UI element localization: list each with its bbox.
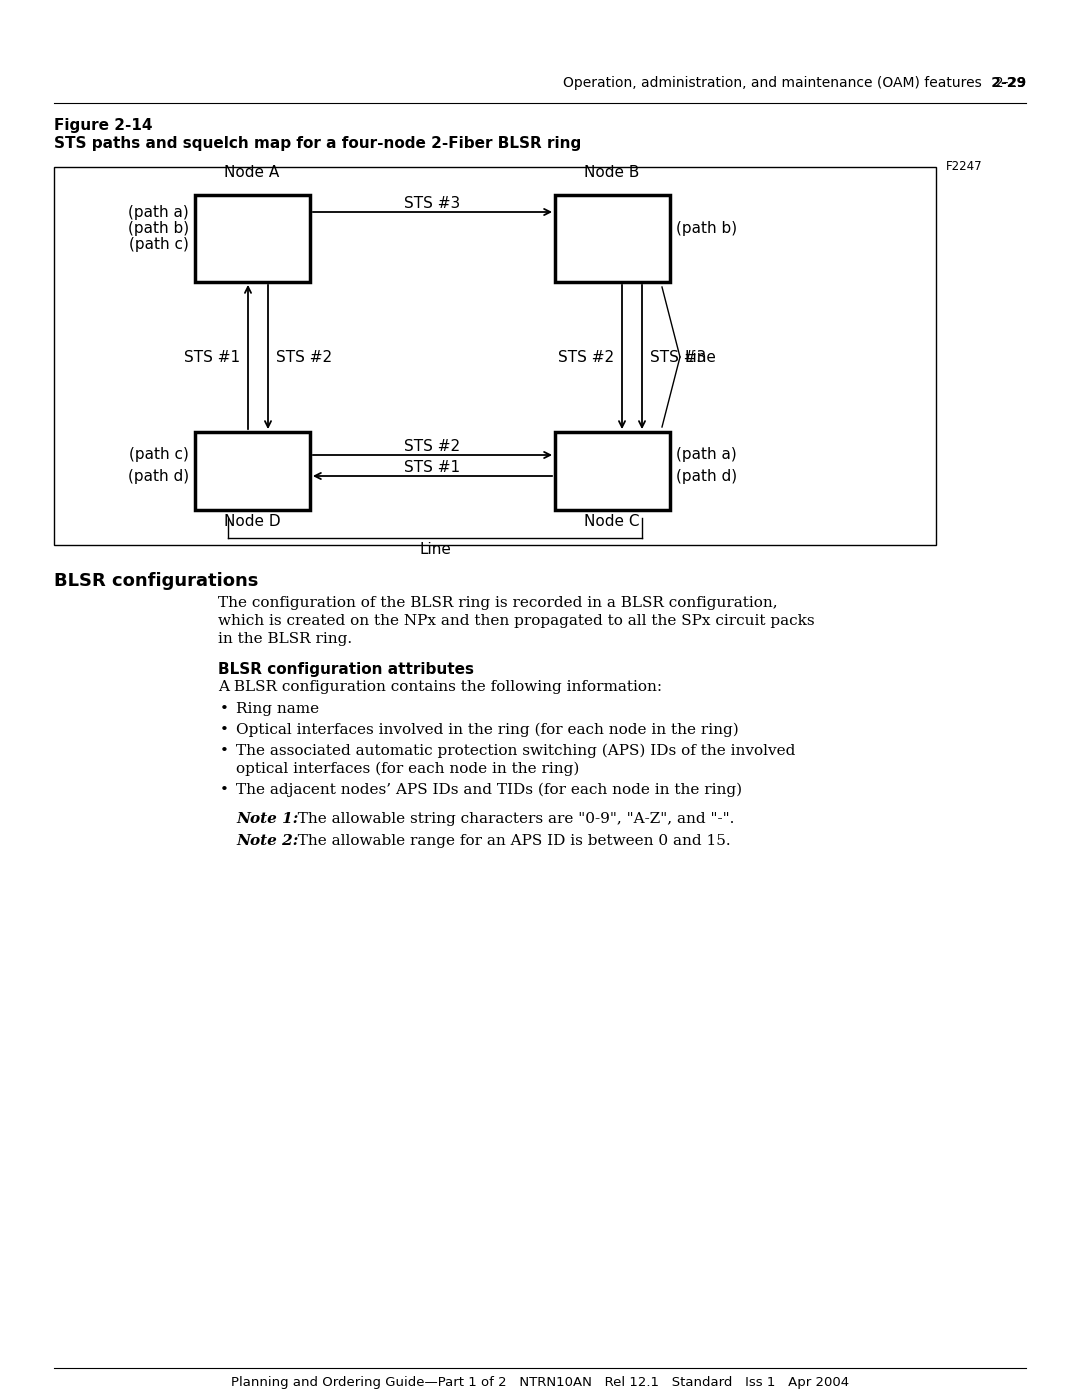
Text: (path d): (path d) xyxy=(676,468,738,483)
Text: Node B: Node B xyxy=(584,165,639,180)
Text: Figure 2-14: Figure 2-14 xyxy=(54,117,152,133)
Text: The configuration of the BLSR ring is recorded in a BLSR configuration,: The configuration of the BLSR ring is re… xyxy=(218,597,778,610)
Text: The associated automatic protection switching (APS) IDs of the involved: The associated automatic protection swit… xyxy=(237,745,795,759)
Text: STS #3: STS #3 xyxy=(404,196,460,211)
Text: Note 2:: Note 2: xyxy=(237,834,298,848)
Text: (path c): (path c) xyxy=(130,447,189,462)
Bar xyxy=(555,196,670,282)
Text: STS #2: STS #2 xyxy=(558,349,615,365)
Text: STS #2: STS #2 xyxy=(276,349,333,365)
Text: Ring name: Ring name xyxy=(237,703,319,717)
Bar xyxy=(555,432,670,510)
Text: BLSR configurations: BLSR configurations xyxy=(54,571,258,590)
Text: Line: Line xyxy=(419,542,451,557)
Text: in the BLSR ring.: in the BLSR ring. xyxy=(218,631,352,645)
Text: BLSR configuration attributes: BLSR configuration attributes xyxy=(218,662,474,678)
Text: (path a): (path a) xyxy=(129,204,189,219)
Text: STS #1: STS #1 xyxy=(184,349,240,365)
Bar xyxy=(54,168,936,545)
Text: The allowable range for an APS ID is between 0 and 15.: The allowable range for an APS ID is bet… xyxy=(288,834,731,848)
Text: The allowable string characters are "0-9", "A-Z", and "-".: The allowable string characters are "0-9… xyxy=(288,812,734,826)
Text: (path d): (path d) xyxy=(127,468,189,483)
Text: STS #1: STS #1 xyxy=(404,460,460,475)
Text: (path b): (path b) xyxy=(127,221,189,236)
Text: Line: Line xyxy=(685,349,717,365)
Text: Operation, administration, and maintenance (OAM) features   2-29: Operation, administration, and maintenan… xyxy=(563,75,1026,89)
Text: 2-29: 2-29 xyxy=(611,75,1026,89)
Text: Note 1:: Note 1: xyxy=(237,812,298,826)
Text: F2247: F2247 xyxy=(946,161,983,173)
Text: A BLSR configuration contains the following information:: A BLSR configuration contains the follow… xyxy=(218,680,662,694)
Text: Node D: Node D xyxy=(224,514,281,529)
Text: which is created on the NPx and then propagated to all the SPx circuit packs: which is created on the NPx and then pro… xyxy=(218,615,814,629)
Bar xyxy=(195,432,310,510)
Text: (path c): (path c) xyxy=(130,236,189,251)
Text: •: • xyxy=(220,724,229,738)
Bar xyxy=(195,196,310,282)
Text: STS #3: STS #3 xyxy=(650,349,706,365)
Text: (path b): (path b) xyxy=(676,221,738,236)
Text: •: • xyxy=(220,703,229,717)
Text: The adjacent nodes’ APS IDs and TIDs (for each node in the ring): The adjacent nodes’ APS IDs and TIDs (fo… xyxy=(237,782,742,798)
Text: optical interfaces (for each node in the ring): optical interfaces (for each node in the… xyxy=(237,761,579,777)
Text: •: • xyxy=(220,745,229,759)
Text: Optical interfaces involved in the ring (for each node in the ring): Optical interfaces involved in the ring … xyxy=(237,724,739,738)
Text: Node A: Node A xyxy=(225,165,280,180)
Text: Node C: Node C xyxy=(584,514,639,529)
Text: Planning and Ordering Guide—Part 1 of 2   NTRN10AN   Rel 12.1   Standard   Iss 1: Planning and Ordering Guide—Part 1 of 2 … xyxy=(231,1376,849,1389)
Text: •: • xyxy=(220,782,229,798)
Text: STS #2: STS #2 xyxy=(404,439,460,454)
Text: (path a): (path a) xyxy=(676,447,737,462)
Text: STS paths and squelch map for a four-node 2-Fiber BLSR ring: STS paths and squelch map for a four-nod… xyxy=(54,136,581,151)
